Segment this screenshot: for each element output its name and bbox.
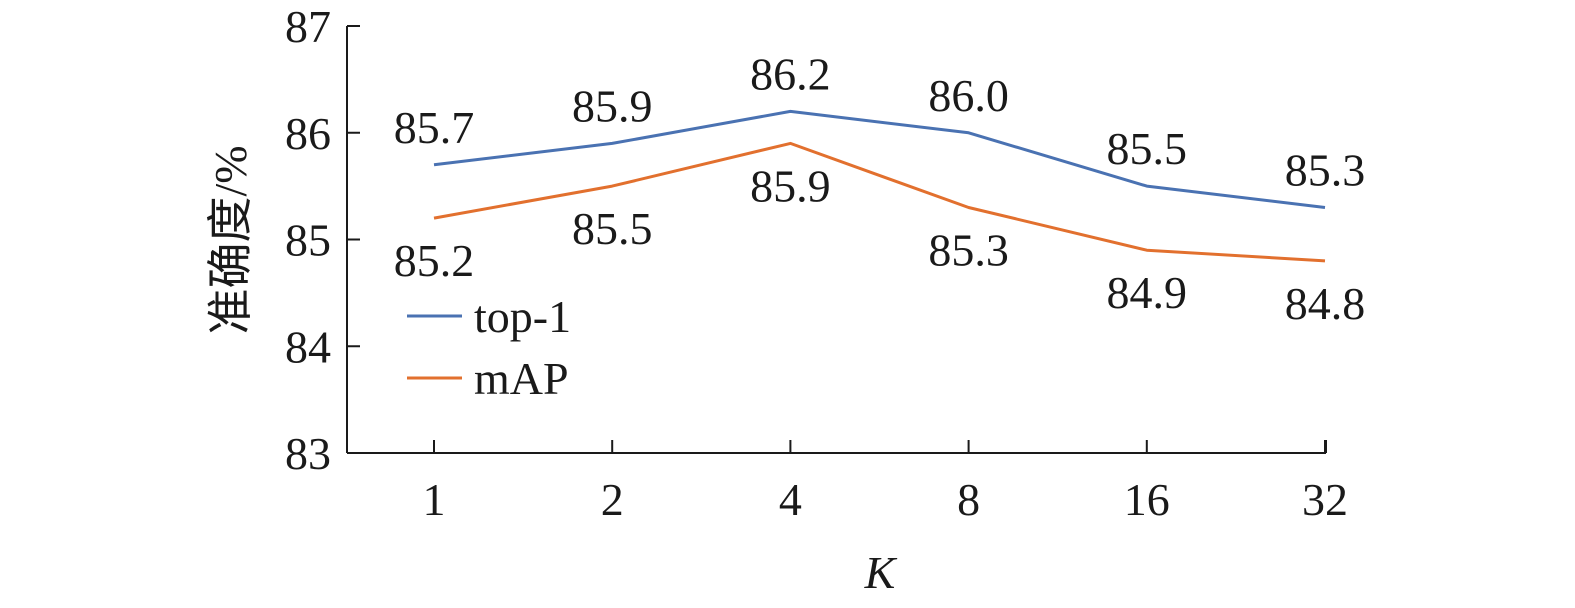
data-label-top-1: 85.5 [1107,123,1188,174]
y-tick-label: 86 [285,108,331,159]
legend-label-top-1: top-1 [474,291,571,342]
series-line-top-1 [433,109,1326,209]
y-tick-label: 85 [285,215,331,266]
y-tick-label: 84 [285,321,331,372]
x-tick-label: 16 [1124,474,1170,525]
data-label-top-1: 85.9 [572,80,653,131]
series-lines [433,109,1326,263]
x-tick-label: 32 [1302,474,1348,525]
data-label-mAP: 84.9 [1107,267,1188,318]
data-label-mAP: 85.5 [572,203,653,254]
x-tick-label: 8 [957,474,980,525]
data-label-top-1: 86.2 [750,48,831,99]
legend: top-1 mAP [407,291,571,404]
y-tick-label: 87 [285,1,331,52]
data-label-mAP: 84.8 [1285,278,1366,329]
data-label-mAP: 85.2 [394,235,475,286]
x-tick-label: 2 [601,474,624,525]
data-label-mAP: 85.9 [750,160,831,211]
x-tick-label: 1 [423,474,446,525]
y-tick-label: 83 [285,428,331,479]
axes: 83 84 85 86 87 1 2 4 8 16 32 [285,1,1348,525]
data-labels: 85.7 85.9 86.2 86.0 85.5 85.3 85.2 85.5 85.9 85.3… [394,48,1366,328]
series-line-mAP [433,141,1326,263]
data-label-top-1: 86.0 [928,70,1009,121]
legend-label-mAP: mAP [474,353,569,404]
y-axis-title: 准确度/% [205,145,256,334]
data-label-top-1: 85.3 [1285,144,1366,195]
x-tick-label: 4 [779,474,802,525]
data-label-mAP: 85.3 [928,224,1009,275]
x-axis-title: K [864,547,898,598]
data-label-top-1: 85.7 [394,102,475,153]
